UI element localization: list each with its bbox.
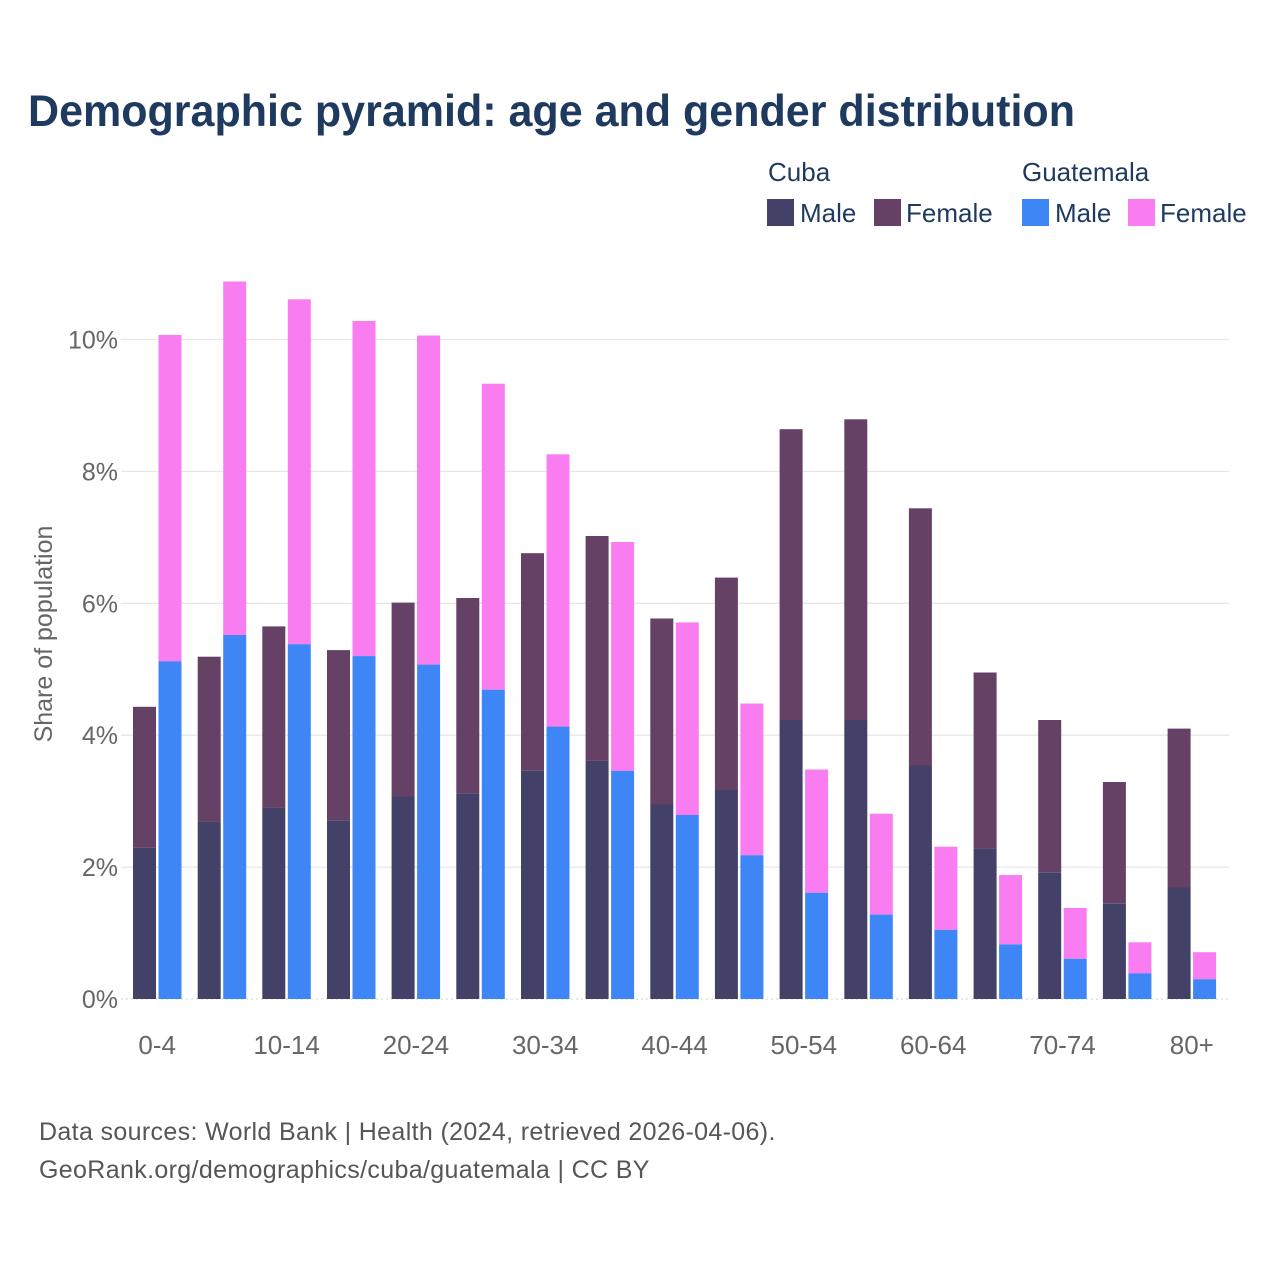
svg-text:6%: 6%: [82, 590, 118, 618]
svg-text:50-54: 50-54: [771, 1030, 838, 1060]
svg-text:Share of population: Share of population: [30, 526, 58, 743]
svg-text:20-24: 20-24: [383, 1030, 450, 1060]
svg-text:Data sources: World Bank | Hea: Data sources: World Bank | Health (2024,…: [39, 1118, 776, 1146]
svg-text:0-4: 0-4: [138, 1030, 176, 1060]
svg-text:Cuba: Cuba: [768, 157, 831, 187]
svg-text:70-74: 70-74: [1029, 1030, 1096, 1060]
svg-text:10%: 10%: [68, 327, 118, 355]
svg-text:10-14: 10-14: [253, 1030, 320, 1060]
svg-text:Male: Male: [1055, 198, 1111, 228]
svg-text:4%: 4%: [82, 722, 118, 750]
svg-text:GeoRank.org/demographics/cuba/: GeoRank.org/demographics/cuba/guatemala …: [39, 1156, 650, 1184]
svg-text:Demographic pyramid: age and g: Demographic pyramid: age and gender dist…: [28, 87, 1075, 136]
svg-text:Male: Male: [800, 198, 856, 228]
svg-text:40-44: 40-44: [641, 1030, 708, 1060]
svg-text:Female: Female: [906, 198, 993, 228]
svg-text:30-34: 30-34: [512, 1030, 579, 1060]
svg-text:Female: Female: [1160, 198, 1247, 228]
svg-text:0%: 0%: [82, 986, 118, 1014]
svg-text:80+: 80+: [1170, 1030, 1214, 1060]
svg-text:2%: 2%: [82, 854, 118, 882]
svg-text:Guatemala: Guatemala: [1022, 157, 1150, 187]
svg-text:8%: 8%: [82, 458, 118, 486]
svg-text:60-64: 60-64: [900, 1030, 967, 1060]
